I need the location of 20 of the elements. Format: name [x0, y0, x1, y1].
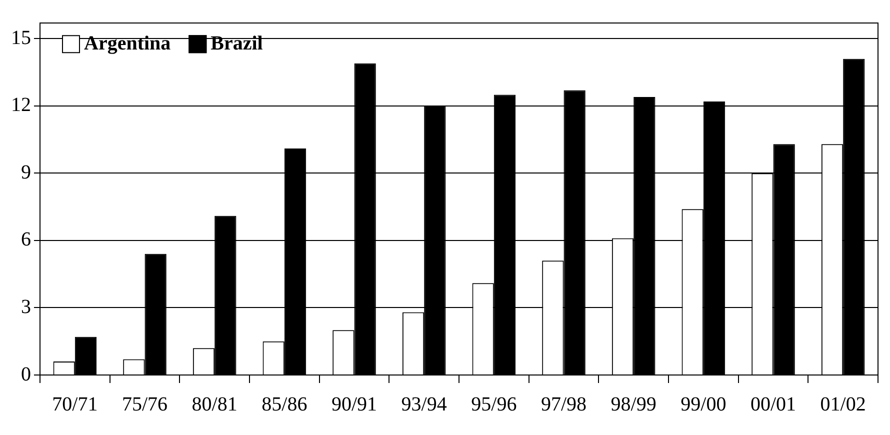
y-tick-label: 9 [21, 161, 31, 184]
x-tick-label: 93/94 [401, 393, 447, 416]
x-tick-label: 75/76 [122, 393, 168, 416]
legend-label: Argentina [84, 32, 171, 54]
x-tick-label: 01/02 [820, 393, 866, 416]
x-tick-label: 99/00 [680, 393, 726, 416]
y-tick-label: 3 [21, 296, 31, 318]
y-tick-label: 12 [11, 94, 31, 116]
x-tick-label: 80/81 [192, 393, 238, 416]
x-tick-label: 85/86 [262, 393, 308, 416]
legend-label: Brazil [210, 32, 264, 54]
y-tick-label: 6 [21, 228, 31, 251]
x-tick-label: 70/71 [52, 393, 98, 416]
y-tick-label: 0 [21, 363, 31, 386]
y-tick-label: 15 [11, 26, 31, 49]
x-tick-label: 00/01 [750, 393, 796, 416]
x-tick-label: 90/91 [331, 393, 378, 416]
x-tick-label: 98/99 [610, 393, 656, 416]
x-tick-label: 97/98 [540, 393, 587, 416]
x-tick-label: 95/96 [471, 393, 517, 416]
